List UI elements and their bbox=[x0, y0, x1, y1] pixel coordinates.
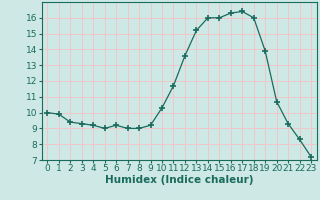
X-axis label: Humidex (Indice chaleur): Humidex (Indice chaleur) bbox=[105, 175, 253, 185]
